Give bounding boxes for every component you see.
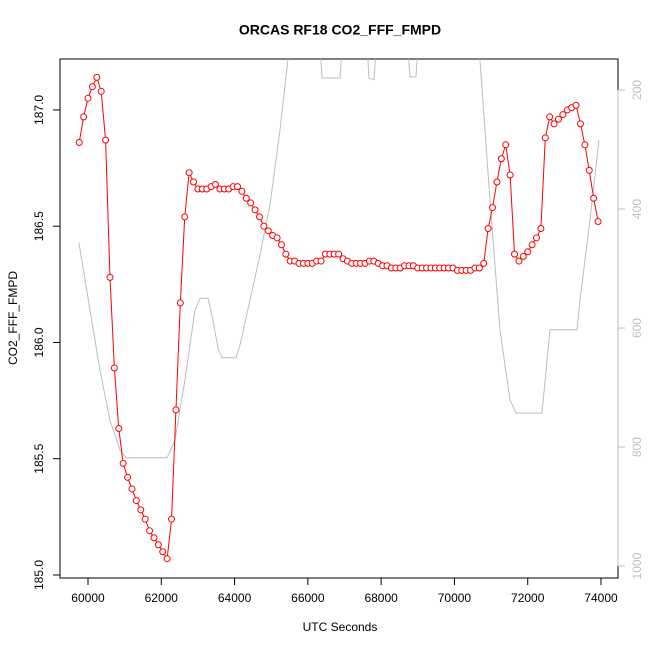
data-point xyxy=(572,101,580,109)
data-point xyxy=(247,199,255,207)
data-point xyxy=(168,515,176,523)
data-point xyxy=(541,134,549,142)
x-tick-label: 62000 xyxy=(145,591,179,605)
data-point xyxy=(242,194,250,202)
data-point xyxy=(581,141,589,149)
data-point xyxy=(511,250,519,258)
data-point xyxy=(97,87,105,95)
data-point xyxy=(519,252,527,260)
data-point xyxy=(515,257,523,265)
data-point xyxy=(550,120,558,128)
data-point xyxy=(537,225,545,233)
data-point xyxy=(124,473,132,481)
data-point xyxy=(172,406,180,414)
data-point xyxy=(159,548,167,556)
series-line xyxy=(78,59,600,459)
x-tick-label: 66000 xyxy=(291,591,325,605)
data-point xyxy=(137,506,145,514)
data-point xyxy=(238,187,246,195)
data-point xyxy=(533,234,541,242)
data-point xyxy=(506,171,514,179)
data-point xyxy=(141,515,149,523)
data-point xyxy=(273,234,281,242)
data-point xyxy=(554,115,562,123)
x-tick-label: 72000 xyxy=(511,591,545,605)
y2-tick-label: 1000 xyxy=(630,552,644,579)
data-point xyxy=(594,218,602,226)
data-point xyxy=(119,459,127,467)
data-point xyxy=(102,136,110,144)
x-tick-label: 70000 xyxy=(438,591,472,605)
data-point xyxy=(88,83,96,91)
data-point xyxy=(590,194,598,202)
data-point xyxy=(146,527,154,535)
data-point xyxy=(110,364,118,372)
data-point xyxy=(260,222,268,230)
data-point xyxy=(528,241,536,249)
data-point xyxy=(93,73,101,81)
data-point xyxy=(559,111,567,119)
y-tick-label: 185.0 xyxy=(32,560,46,590)
data-point xyxy=(150,534,158,542)
data-point xyxy=(251,206,259,214)
data-point xyxy=(128,485,136,493)
chart-title: ORCAS RF18 CO2_FFF_FMPD xyxy=(239,22,441,38)
x-tick-label: 68000 xyxy=(364,591,398,605)
y2-tick-label: 400 xyxy=(630,199,644,219)
data-point xyxy=(255,213,263,221)
data-point xyxy=(335,250,343,258)
data-point xyxy=(115,424,123,432)
data-point xyxy=(475,264,483,272)
x-tick-label: 60000 xyxy=(71,591,105,605)
x-tick-label: 74000 xyxy=(584,591,618,605)
data-point xyxy=(181,213,189,221)
y-tick-label: 187.0 xyxy=(32,95,46,125)
data-point xyxy=(524,248,532,256)
y2-tick-label: 800 xyxy=(630,437,644,457)
data-point xyxy=(489,204,497,212)
data-point xyxy=(190,178,198,186)
data-point xyxy=(493,178,501,186)
data-point xyxy=(132,497,140,505)
data-point xyxy=(497,155,505,163)
data-point xyxy=(84,94,92,102)
y2-tick-label: 200 xyxy=(630,80,644,100)
data-point xyxy=(176,299,184,307)
data-point xyxy=(185,169,193,177)
y-tick-label: 185.5 xyxy=(32,443,46,473)
data-point xyxy=(502,141,510,149)
y-tick-label: 186.0 xyxy=(32,327,46,357)
data-point xyxy=(576,120,584,128)
data-point xyxy=(233,183,241,191)
data-point xyxy=(80,113,88,121)
x-tick-label: 64000 xyxy=(218,591,252,605)
data-point xyxy=(212,180,220,188)
data-point xyxy=(546,113,554,121)
data-point xyxy=(106,273,114,281)
y-axis-label: CO2_FFF_FMPD xyxy=(6,271,20,365)
data-point xyxy=(484,225,492,233)
data-point xyxy=(585,166,593,174)
data-point xyxy=(277,241,285,249)
data-point xyxy=(75,138,83,146)
data-point xyxy=(282,250,290,258)
data-point xyxy=(480,259,488,267)
data-point xyxy=(317,257,325,265)
y-tick-label: 186.5 xyxy=(32,211,46,241)
x-axis-label: UTC Seconds xyxy=(303,620,378,634)
data-point xyxy=(163,555,171,563)
data-point xyxy=(264,227,272,235)
y2-tick-label: 600 xyxy=(630,318,644,338)
plot-area xyxy=(75,59,602,563)
data-point xyxy=(154,541,162,549)
